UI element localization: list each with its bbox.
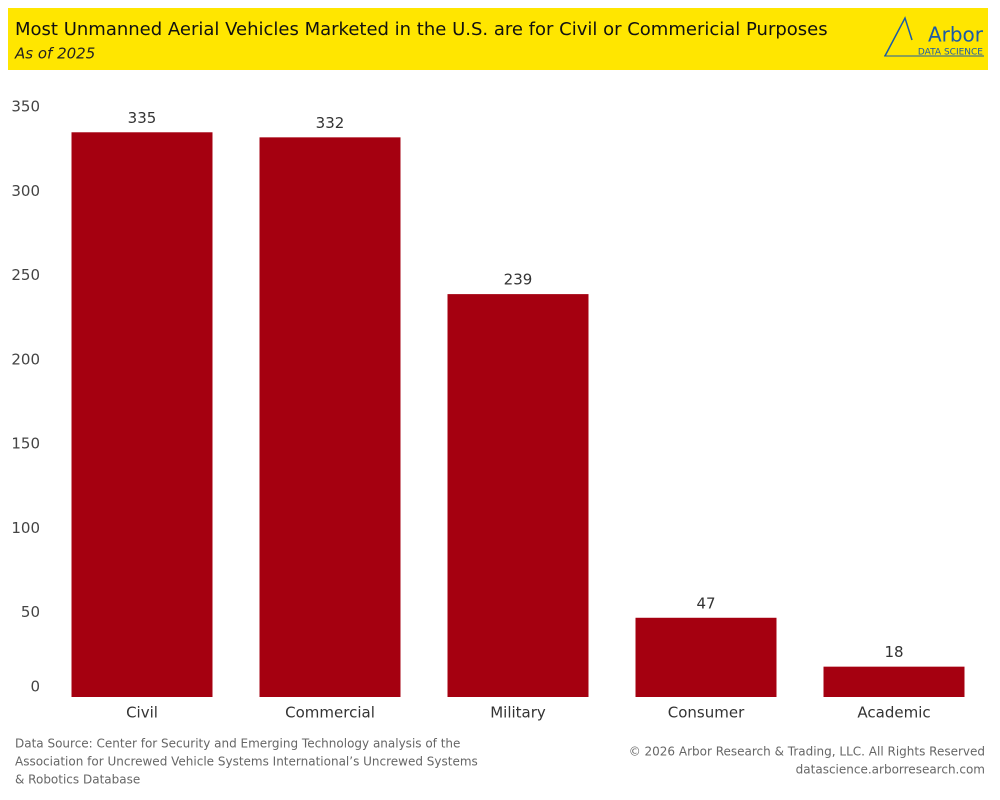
logo-mark <box>884 16 913 57</box>
source-note: & Robotics Database <box>15 773 140 787</box>
source-note: Association for Uncrewed Vehicle Systems… <box>15 755 478 769</box>
value-label: 335 <box>128 109 157 127</box>
chart-title: Most Unmanned Aerial Vehicles Marketed i… <box>15 19 828 40</box>
bar <box>635 617 777 697</box>
source-note: Data Source: Center for Security and Eme… <box>15 737 460 751</box>
copyright-note: datascience.arborresearch.com <box>796 763 985 777</box>
y-tick-label: 250 <box>11 266 40 284</box>
title-banner <box>8 8 988 70</box>
value-label: 47 <box>696 594 715 612</box>
bar <box>71 132 213 698</box>
logo-name: Arbor <box>928 23 984 47</box>
x-tick-label: Commercial <box>285 704 375 722</box>
y-tick-label: 100 <box>11 519 40 537</box>
value-label: 239 <box>504 271 533 289</box>
value-label: 18 <box>884 643 903 661</box>
y-tick-label: 0 <box>30 678 40 696</box>
y-tick-label: 350 <box>11 98 40 116</box>
y-tick-label: 50 <box>21 603 40 621</box>
chart-subtitle: As of 2025 <box>14 45 95 63</box>
y-tick-label: 200 <box>11 350 40 368</box>
copyright-note: © 2026 Arbor Research & Trading, LLC. Al… <box>629 745 985 759</box>
bar <box>447 294 589 697</box>
bar <box>259 137 401 698</box>
bar <box>823 666 965 697</box>
logo-tagline: DATA SCIENCE <box>918 48 983 58</box>
x-tick-label: Military <box>490 704 546 722</box>
value-label: 332 <box>316 114 345 132</box>
y-tick-label: 300 <box>11 182 40 200</box>
x-tick-label: Academic <box>857 704 930 722</box>
x-tick-label: Civil <box>126 704 158 722</box>
y-tick-label: 150 <box>11 435 40 453</box>
x-tick-label: Consumer <box>668 704 745 722</box>
